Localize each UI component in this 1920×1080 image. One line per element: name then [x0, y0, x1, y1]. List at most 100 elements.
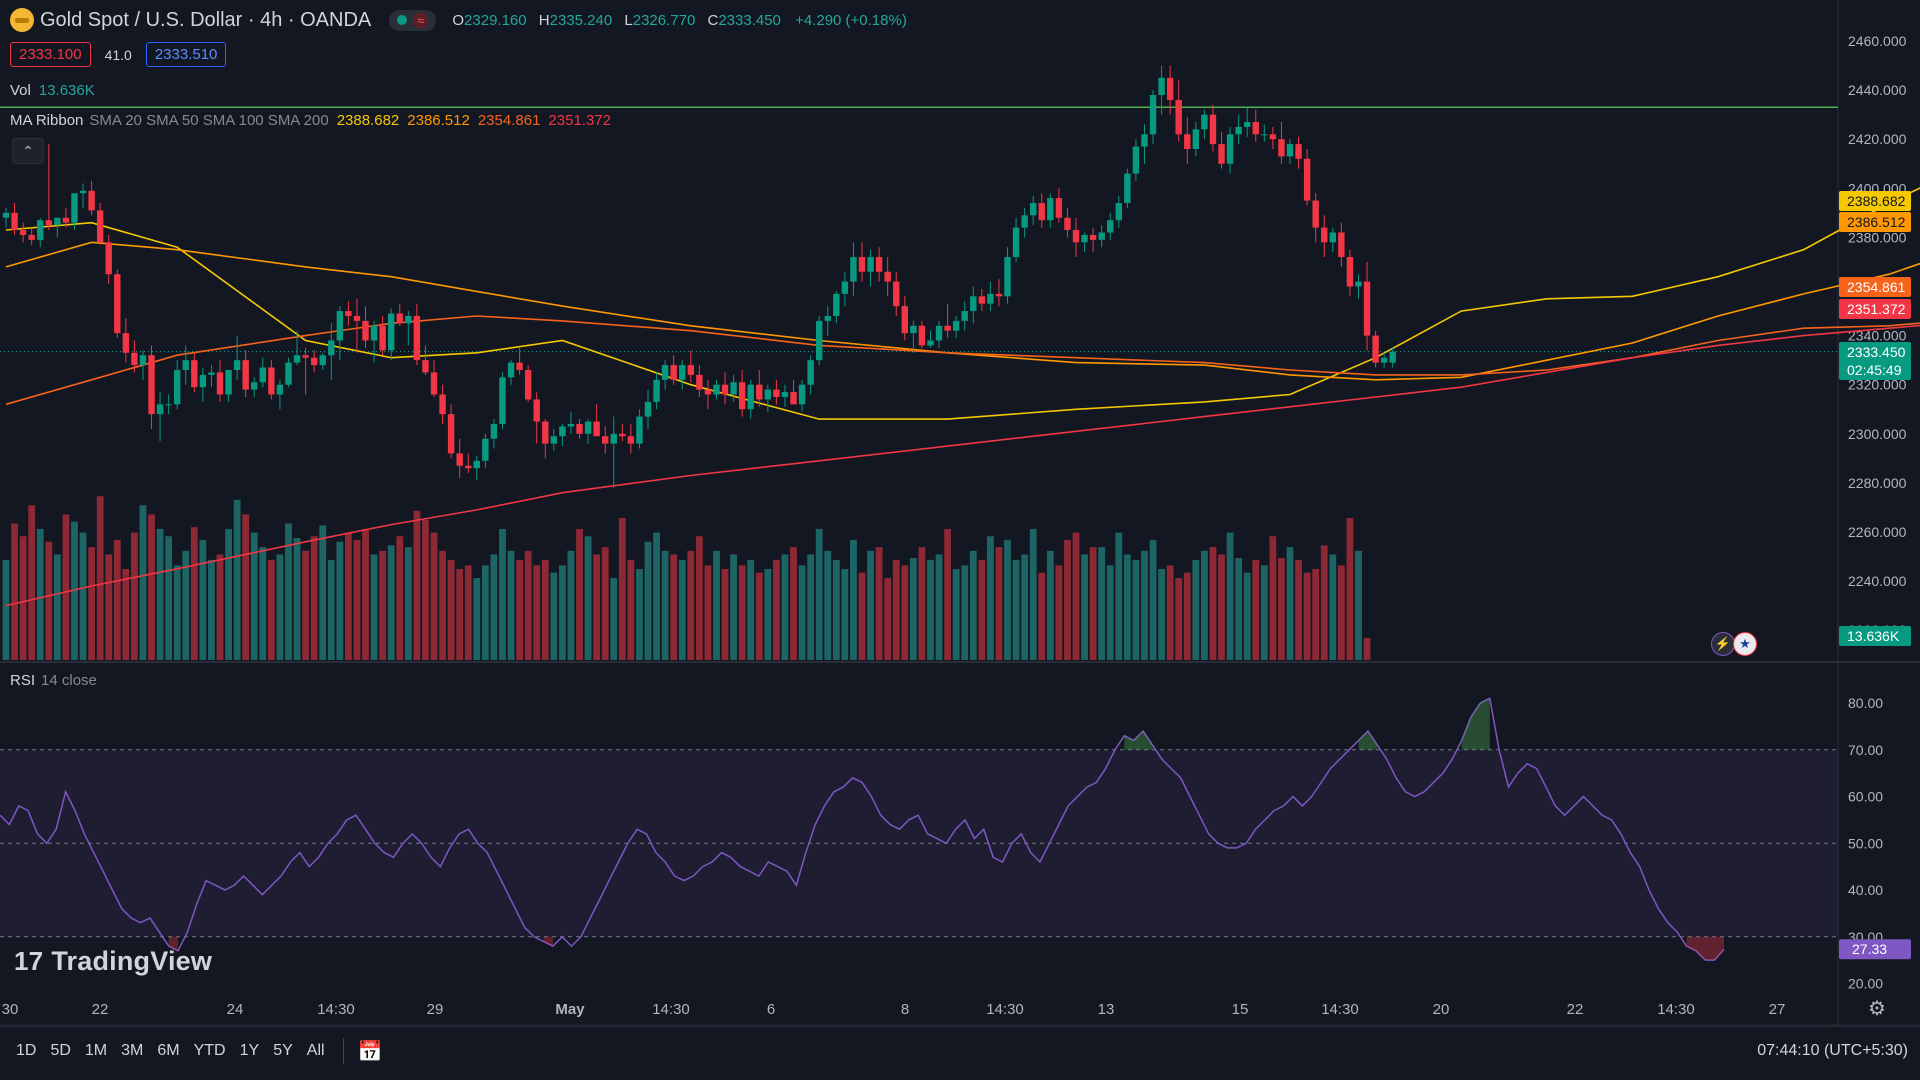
- candle-body: [336, 311, 344, 341]
- volume-bar: [1269, 536, 1277, 660]
- candle-body: [738, 382, 746, 410]
- lightning-icon[interactable]: ⚡: [1711, 632, 1735, 656]
- candle-body: [961, 311, 968, 321]
- us-flag-icon[interactable]: ★: [1733, 632, 1757, 656]
- volume-bar: [473, 578, 481, 660]
- price-axis-badge: [1839, 360, 1911, 380]
- range-1d-button[interactable]: 1D: [16, 1042, 37, 1059]
- volume-bar: [1098, 547, 1106, 660]
- volume-bar: [404, 547, 412, 660]
- volume-bar: [559, 565, 566, 660]
- volume-bar: [584, 536, 592, 660]
- candle-body: [781, 392, 789, 397]
- candle-body: [858, 257, 866, 272]
- candle-body: [910, 325, 917, 334]
- rsi-tick-label: 40.00: [1848, 882, 1883, 898]
- volume-bar: [961, 565, 969, 660]
- volume-bar: [319, 525, 327, 660]
- chart-canvas[interactable]: 2460.0002440.0002420.0002400.0002380.000…: [0, 0, 1920, 1030]
- sma100-value: 2354.861: [477, 112, 541, 129]
- candle-body: [88, 190, 95, 211]
- price-tick-label: 2420.000: [1848, 131, 1907, 147]
- range-ytd-button[interactable]: YTD: [193, 1042, 226, 1059]
- price-tick-label: 2340.000: [1848, 328, 1907, 344]
- candle-body: [636, 416, 643, 444]
- candle-body: [1124, 173, 1131, 204]
- volume-bar: [841, 569, 849, 660]
- range-1y-button[interactable]: 1Y: [239, 1042, 260, 1059]
- range-all-button[interactable]: All: [306, 1042, 325, 1059]
- volume-bar: [773, 559, 780, 660]
- candle-body: [79, 190, 87, 194]
- candle-body: [987, 293, 994, 304]
- candle-body: [396, 313, 403, 324]
- rsi-tick-label: 50.00: [1848, 835, 1883, 851]
- volume-bar: [935, 554, 943, 660]
- symbol-title[interactable]: Gold Spot / U.S. Dollar · 4h · OANDA: [40, 8, 372, 31]
- candle-body: [798, 384, 806, 405]
- candle-body: [1089, 234, 1097, 240]
- range-6m-button[interactable]: 6M: [157, 1042, 180, 1059]
- volume-bar: [310, 536, 318, 660]
- candle-body: [978, 296, 986, 304]
- volume-legend[interactable]: Vol 13.636K: [10, 82, 95, 99]
- candle-body: [533, 399, 540, 422]
- volume-bar: [36, 528, 44, 660]
- candle-body: [1141, 134, 1148, 147]
- calendar-icon[interactable]: 📅: [357, 1040, 383, 1063]
- volume-bar: [165, 536, 173, 660]
- candle-body: [875, 257, 883, 272]
- candle-body: [71, 193, 78, 223]
- candle-body: [559, 426, 566, 437]
- sma20-value: 2388.682: [336, 112, 400, 129]
- market-status-pill[interactable]: ≈: [389, 9, 437, 31]
- price-axis-badge-text: 2333.450: [1847, 344, 1906, 360]
- timezone-clock[interactable]: 07:44:10 (UTC+5:30): [1757, 1042, 1908, 1059]
- volume-bar: [944, 528, 951, 660]
- candle-body: [927, 340, 934, 346]
- rsi-legend[interactable]: RSI 14 close: [10, 672, 97, 689]
- candle-body: [490, 423, 498, 439]
- range-5d-button[interactable]: 5D: [50, 1042, 71, 1059]
- price-tick-label: 2240.000: [1848, 573, 1907, 589]
- candle-body: [191, 360, 198, 388]
- collapse-legend-button[interactable]: ⌃: [12, 138, 44, 164]
- sell-price-button[interactable]: 2333.100: [10, 42, 91, 67]
- volume-bar: [242, 514, 250, 660]
- volume-bar: [1089, 547, 1097, 660]
- price-tick-label: 2440.000: [1848, 82, 1907, 98]
- range-3m-button[interactable]: 3M: [121, 1042, 144, 1059]
- volume-bar: [139, 505, 147, 660]
- volume-bar: [422, 519, 429, 660]
- volume-bar: [225, 528, 232, 660]
- rsi-current-badge: [1839, 939, 1911, 960]
- range-5y-button[interactable]: 5Y: [273, 1042, 293, 1059]
- volume-bar: [499, 528, 506, 660]
- gear-icon[interactable]: ⚙: [1868, 998, 1886, 1020]
- ma-ribbon-legend[interactable]: MA Ribbon SMA 20 SMA 50 SMA 100 SMA 200 …: [10, 112, 611, 129]
- volume-bar: [362, 528, 369, 660]
- candle-body: [1244, 122, 1251, 127]
- volume-bar: [918, 547, 926, 660]
- volume-bar: [1337, 565, 1345, 660]
- volume-bar: [550, 572, 558, 660]
- volume-bar: [199, 539, 207, 660]
- candle-body: [156, 404, 164, 415]
- volume-bar: [1355, 550, 1362, 660]
- volume-bar: [952, 569, 960, 660]
- time-tick-label: 8: [901, 1001, 909, 1018]
- candle-body: [405, 315, 412, 324]
- buy-price-button[interactable]: 2333.510: [145, 42, 227, 67]
- candle-body: [388, 313, 395, 351]
- volume-bar: [670, 554, 678, 660]
- volume-bar: [156, 528, 164, 660]
- candle-body: [1372, 335, 1379, 363]
- volume-bar: [764, 569, 772, 660]
- candle-body: [1321, 227, 1328, 243]
- candle-body: [319, 355, 326, 366]
- candle-body: [584, 421, 592, 434]
- range-1m-button[interactable]: 1M: [84, 1042, 108, 1059]
- volume-bar: [1226, 532, 1234, 660]
- candle-body: [362, 320, 369, 341]
- price-axis-badge-text: 13.636K: [1847, 628, 1900, 644]
